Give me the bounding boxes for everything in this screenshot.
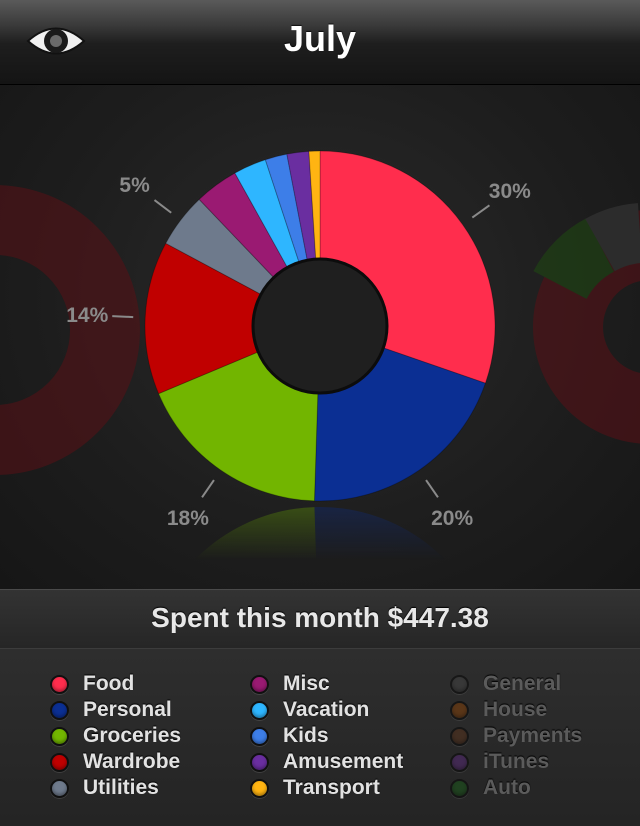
legend-item-transport[interactable]: Transport — [250, 775, 403, 801]
legend-label: Wardrobe — [83, 750, 181, 773]
donut-hole — [251, 257, 389, 395]
percent-label-groceries: 18% — [167, 507, 209, 530]
slice-reflection — [314, 507, 469, 589]
spent-summary: Spent this month $447.38 — [0, 589, 640, 649]
percent-label-utilities: 5% — [119, 174, 150, 197]
legend-label: Misc — [283, 672, 330, 695]
legend-label: Transport — [283, 776, 380, 799]
chart-carousel[interactable]: 30% 20% 18% 14% 5% — [0, 85, 640, 589]
next-month-chart[interactable] — [533, 203, 640, 444]
legend-item-house[interactable]: House — [450, 697, 582, 723]
legend-label: Payments — [483, 724, 583, 747]
nav-bar: July — [0, 0, 640, 85]
leader-line — [153, 199, 172, 214]
legend-item-amusement[interactable]: Amusement — [250, 749, 403, 775]
color-dot-icon — [50, 726, 69, 746]
legend-column-2: Misc Vacation Kids Amusement Transport — [250, 671, 403, 801]
page-title: July — [283, 18, 357, 59]
legend-item-wardrobe[interactable]: Wardrobe — [50, 749, 181, 775]
leader-line — [425, 479, 439, 498]
legend-label: Kids — [283, 724, 329, 747]
color-dot-icon — [50, 778, 69, 798]
legend-item-vacation[interactable]: Vacation — [250, 697, 403, 723]
color-dot-icon — [50, 752, 69, 772]
color-dot-icon — [450, 700, 469, 720]
legend-label: General — [483, 672, 562, 695]
color-dot-icon — [450, 726, 469, 746]
slice-reflection — [171, 507, 318, 589]
legend-label: iTunes — [483, 750, 550, 773]
legend-column-3: General House Payments iTunes Auto — [450, 671, 582, 801]
legend-item-payments[interactable]: Payments — [450, 723, 582, 749]
eye-button[interactable] — [22, 16, 90, 66]
legend-column-1: Food Personal Groceries Wardrobe Utilities — [50, 671, 181, 801]
legend-label: Utilities — [83, 776, 159, 799]
color-dot-icon — [250, 700, 269, 720]
percent-label-food: 30% — [489, 180, 531, 203]
legend-label: Groceries — [83, 724, 182, 747]
category-legend: Food Personal Groceries Wardrobe Utilities M… — [0, 648, 640, 826]
legend-label: House — [483, 698, 548, 721]
color-dot-icon — [450, 778, 469, 798]
legend-item-groceries[interactable]: Groceries — [50, 723, 181, 749]
color-dot-icon — [50, 700, 69, 720]
leader-line — [471, 204, 491, 219]
leader-line — [112, 315, 134, 319]
legend-label: Food — [83, 672, 135, 695]
eye-icon — [26, 27, 86, 55]
legend-label: Vacation — [283, 698, 370, 721]
color-dot-icon — [450, 674, 469, 694]
legend-label: Amusement — [283, 750, 404, 773]
legend-label: Personal — [83, 698, 172, 721]
legend-item-food[interactable]: Food — [50, 671, 181, 697]
legend-item-general[interactable]: General — [450, 671, 582, 697]
color-dot-icon — [250, 726, 269, 746]
color-dot-icon — [250, 752, 269, 772]
previous-month-chart[interactable] — [0, 185, 140, 475]
percent-label-personal: 20% — [431, 507, 473, 530]
color-dot-icon — [50, 674, 69, 694]
legend-item-misc[interactable]: Misc — [250, 671, 403, 697]
chart-reflection — [171, 507, 469, 589]
donut-chart[interactable]: 30% 20% 18% 14% 5% — [0, 85, 640, 589]
legend-item-kids[interactable]: Kids — [250, 723, 403, 749]
color-dot-icon — [450, 752, 469, 772]
legend-label: Auto — [483, 776, 531, 799]
leader-line — [201, 479, 215, 498]
color-dot-icon — [250, 778, 269, 798]
color-dot-icon — [250, 674, 269, 694]
legend-item-itunes[interactable]: iTunes — [450, 749, 582, 775]
legend-item-personal[interactable]: Personal — [50, 697, 181, 723]
legend-item-auto[interactable]: Auto — [450, 775, 582, 801]
percent-label-wardrobe: 14% — [66, 304, 108, 327]
legend-item-utilities[interactable]: Utilities — [50, 775, 181, 801]
